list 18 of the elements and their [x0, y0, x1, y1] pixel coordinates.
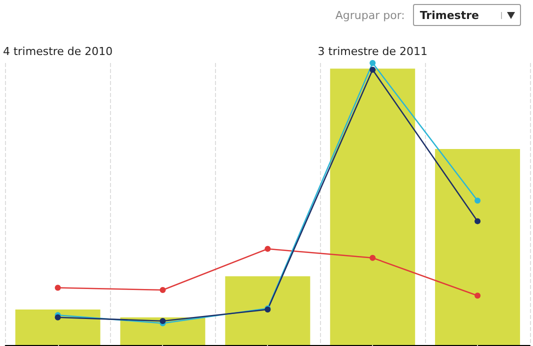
dropdown-field: Trimestre — [412, 4, 521, 26]
x-tick-label: 4 trimestre de 2010 — [2, 45, 113, 58]
bar — [435, 149, 520, 345]
point — [264, 246, 271, 252]
point — [370, 66, 376, 73]
point — [474, 292, 481, 299]
point — [370, 254, 376, 261]
point — [54, 284, 61, 291]
text: Agrupar por: — [335, 8, 405, 22]
bar — [15, 309, 100, 345]
point — [474, 218, 481, 224]
bar — [225, 276, 310, 345]
bar — [120, 317, 206, 345]
point — [160, 287, 166, 294]
bar — [330, 68, 416, 345]
point — [474, 198, 481, 204]
point — [370, 60, 376, 66]
x-tick-label: 3 trimestre de 2011 — [318, 45, 428, 58]
